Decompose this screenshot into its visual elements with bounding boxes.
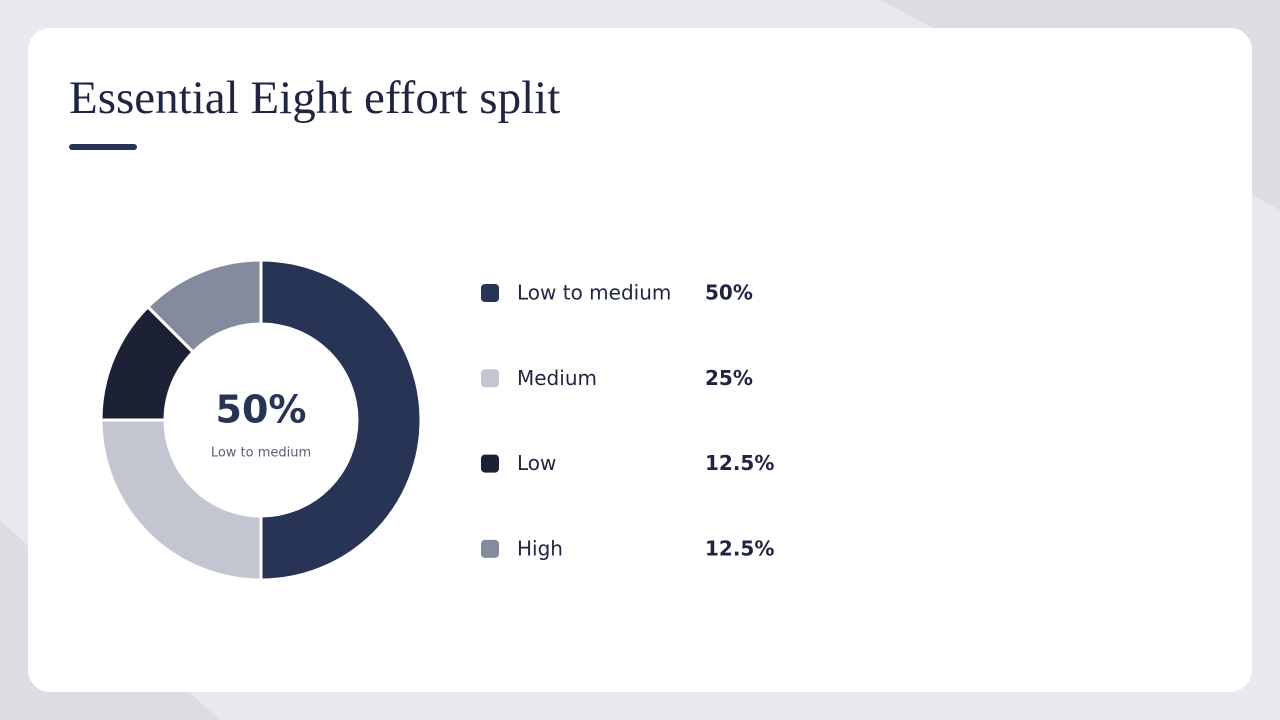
center-label: Low to medium — [211, 446, 311, 461]
legend-swatch — [481, 454, 499, 473]
title-underline — [69, 144, 137, 150]
legend-value: 50% — [705, 281, 753, 305]
legend-value: 25% — [705, 366, 753, 390]
card — [28, 28, 1252, 692]
legend-label: Medium — [517, 366, 597, 390]
center-value: 50% — [216, 388, 307, 432]
legend: Low to medium 50% Medium 25% Low 12.5% High 12.… — [481, 281, 774, 560]
legend-label: Low to medium — [517, 281, 671, 305]
legend-label: Low — [517, 451, 556, 475]
legend-value: 12.5% — [705, 451, 774, 475]
legend-label: High — [517, 536, 563, 560]
legend-swatch — [481, 369, 499, 388]
donut — [99, 258, 423, 582]
donut-slice — [259, 258, 423, 582]
donut-slice — [99, 418, 263, 582]
legend-value: 12.5% — [705, 536, 774, 560]
chart-title: Essential Eight effort split — [69, 72, 560, 124]
legend-swatch — [481, 539, 499, 558]
legend-swatch — [481, 284, 499, 302]
donut-slice — [145, 258, 263, 355]
